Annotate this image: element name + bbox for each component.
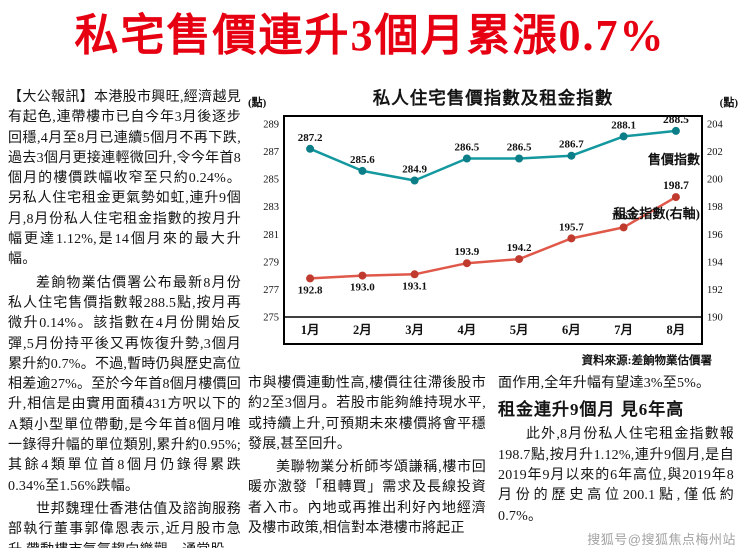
x-axis-label: 1月 (301, 323, 320, 337)
data-point-marker (515, 154, 524, 163)
data-point-label: 193.1 (402, 280, 427, 292)
price-index-line (308, 129, 678, 182)
index-chart: (點) 私人住宅售價指數及租金指數 (點) 289 287 285 283 281 279… (248, 86, 738, 368)
data-point-label: 195.7 (559, 221, 584, 233)
data-point-label: 193.0 (350, 282, 375, 294)
article-paragraph: 美聯物業分析師岑頌謙稱,樓市回暖亦激發「租轉買」需求及長線投資者入市。內地或再推… (248, 460, 486, 537)
headline: 私宅售價連升3個月累漲0.7% (74, 11, 666, 60)
data-point-marker (410, 176, 419, 185)
data-point-marker (462, 259, 471, 268)
data-point-label: 286.7 (559, 139, 584, 151)
left-axis-tick: 287 (263, 147, 279, 158)
plot-border (283, 115, 703, 345)
data-point-marker (567, 151, 576, 160)
article-paragraph: 市與樓價連動性高,樓價往往滯後股市約2至3個月。若股市能夠維持現水平,或持續上升… (248, 376, 486, 452)
data-point-label: 193.9 (455, 246, 480, 258)
x-axis-label: 6月 (562, 323, 581, 337)
right-axis-tick: 190 (707, 313, 723, 324)
watermark: 搜狐号@搜狐焦点梅州站 (587, 532, 736, 547)
data-point-label: 284.9 (402, 164, 427, 176)
rent-index-line (308, 195, 678, 280)
data-point-marker (358, 271, 367, 280)
left-axis-tick: 275 (263, 313, 279, 324)
data-point-marker (410, 270, 419, 279)
chart-canvas: 289 287 285 283 281 279 277 275 204 202 200 198 196 1… (248, 112, 738, 350)
x-axis-label: 3月 (405, 323, 424, 337)
data-point-label: 192.8 (298, 284, 323, 296)
article-paragraph: 此外,8月份私人住宅租金指數報198.7點,按月升1.12%,連升9個月,是自2… (498, 427, 734, 524)
data-point-marker (671, 193, 680, 202)
data-point-marker (671, 126, 680, 135)
data-point-marker (306, 144, 315, 153)
data-point-marker (619, 132, 628, 141)
price-series-label: 售價指數 (648, 152, 700, 167)
chart-title: 私人住宅售價指數及租金指數 (372, 88, 614, 108)
left-axis-tick: 289 (263, 120, 279, 131)
chart-svg: 289 287 285 283 281 279 277 275 204 202 200 198 196 1… (263, 114, 724, 345)
data-point-label: 286.5 (507, 141, 532, 153)
left-axis-tick: 281 (263, 230, 279, 241)
right-axis-tick: 192 (707, 285, 723, 296)
data-point-label: 287.2 (298, 132, 323, 144)
article-paragraph: 世邦魏理仕香港估值及諮詢服務部執行董事郭偉恩表示,近月股市急升,帶動樓市氣氛趨向… (8, 501, 241, 548)
x-axis-label: 8月 (666, 323, 685, 337)
rent-series-label: 租金指數(右軸) (613, 206, 700, 221)
x-axis-label: 4月 (457, 323, 476, 337)
right-axis-tick: 196 (707, 230, 723, 241)
right-axis-tick: 198 (707, 202, 723, 213)
left-axis-tick: 277 (263, 285, 279, 296)
article-paragraph: 【大公報訊】本港股市興旺,經濟越見有起色,連帶樓市已自今年3月後逐步回穩,4月至… (8, 90, 241, 268)
data-point-marker (462, 154, 471, 163)
data-point-label: 288.5 (663, 114, 689, 126)
data-point-marker (619, 223, 628, 232)
right-axis-tick: 204 (707, 120, 724, 131)
right-axis-tick: 202 (707, 147, 723, 158)
data-point-marker (567, 234, 576, 243)
article-paragraph: 面作用,全年升幅有望達3%至5%。 (498, 376, 711, 391)
sub-headline: 租金連升9個月 見6年高 (498, 400, 685, 420)
x-axis-label: 5月 (510, 323, 529, 337)
data-point-label: 288.1 (611, 119, 636, 131)
data-point-label: 285.6 (350, 154, 375, 166)
x-axis-label: 7月 (614, 323, 633, 337)
left-axis-tick: 285 (263, 175, 279, 186)
article-column-right: 面作用,全年升幅有望達3%至5%。 租金連升9個月 見6年高 此外,8月份私人住… (498, 374, 734, 550)
right-axis-unit-label: (點) (719, 97, 738, 109)
data-point-label: 198.7 (663, 180, 689, 192)
article-column-left: 【大公報訊】本港股市興旺,經濟越見有起色,連帶樓市已自今年3月後逐步回穩,4月至… (8, 88, 241, 548)
chart-source: 資料來源:差餉物業估價署 (581, 355, 712, 367)
right-axis-tick: 194 (707, 257, 724, 268)
right-axis-tick: 200 (707, 175, 723, 186)
left-axis-tick: 283 (263, 202, 279, 213)
data-point-marker (306, 274, 315, 283)
data-point-label: 196.5 (611, 210, 636, 222)
article-paragraph: 差餉物業估價署公布最新8月份私人住宅售價指數報288.5點,按月再微升0.14%… (8, 275, 241, 494)
data-point-marker (515, 255, 524, 264)
data-point-label: 286.5 (455, 141, 480, 153)
data-point-marker (358, 166, 367, 175)
left-axis-unit-label: (點) (248, 97, 267, 109)
x-axis-label: 2月 (353, 323, 372, 337)
chart-header: (點) 私人住宅售價指數及租金指數 (點) (248, 86, 738, 110)
data-point-label: 194.2 (507, 242, 532, 254)
left-axis-tick: 279 (263, 257, 279, 268)
article-column-middle: 市與樓價連動性高,樓價往往滯後股市約2至3個月。若股市能夠維持現水平,或持續上升… (248, 374, 486, 550)
